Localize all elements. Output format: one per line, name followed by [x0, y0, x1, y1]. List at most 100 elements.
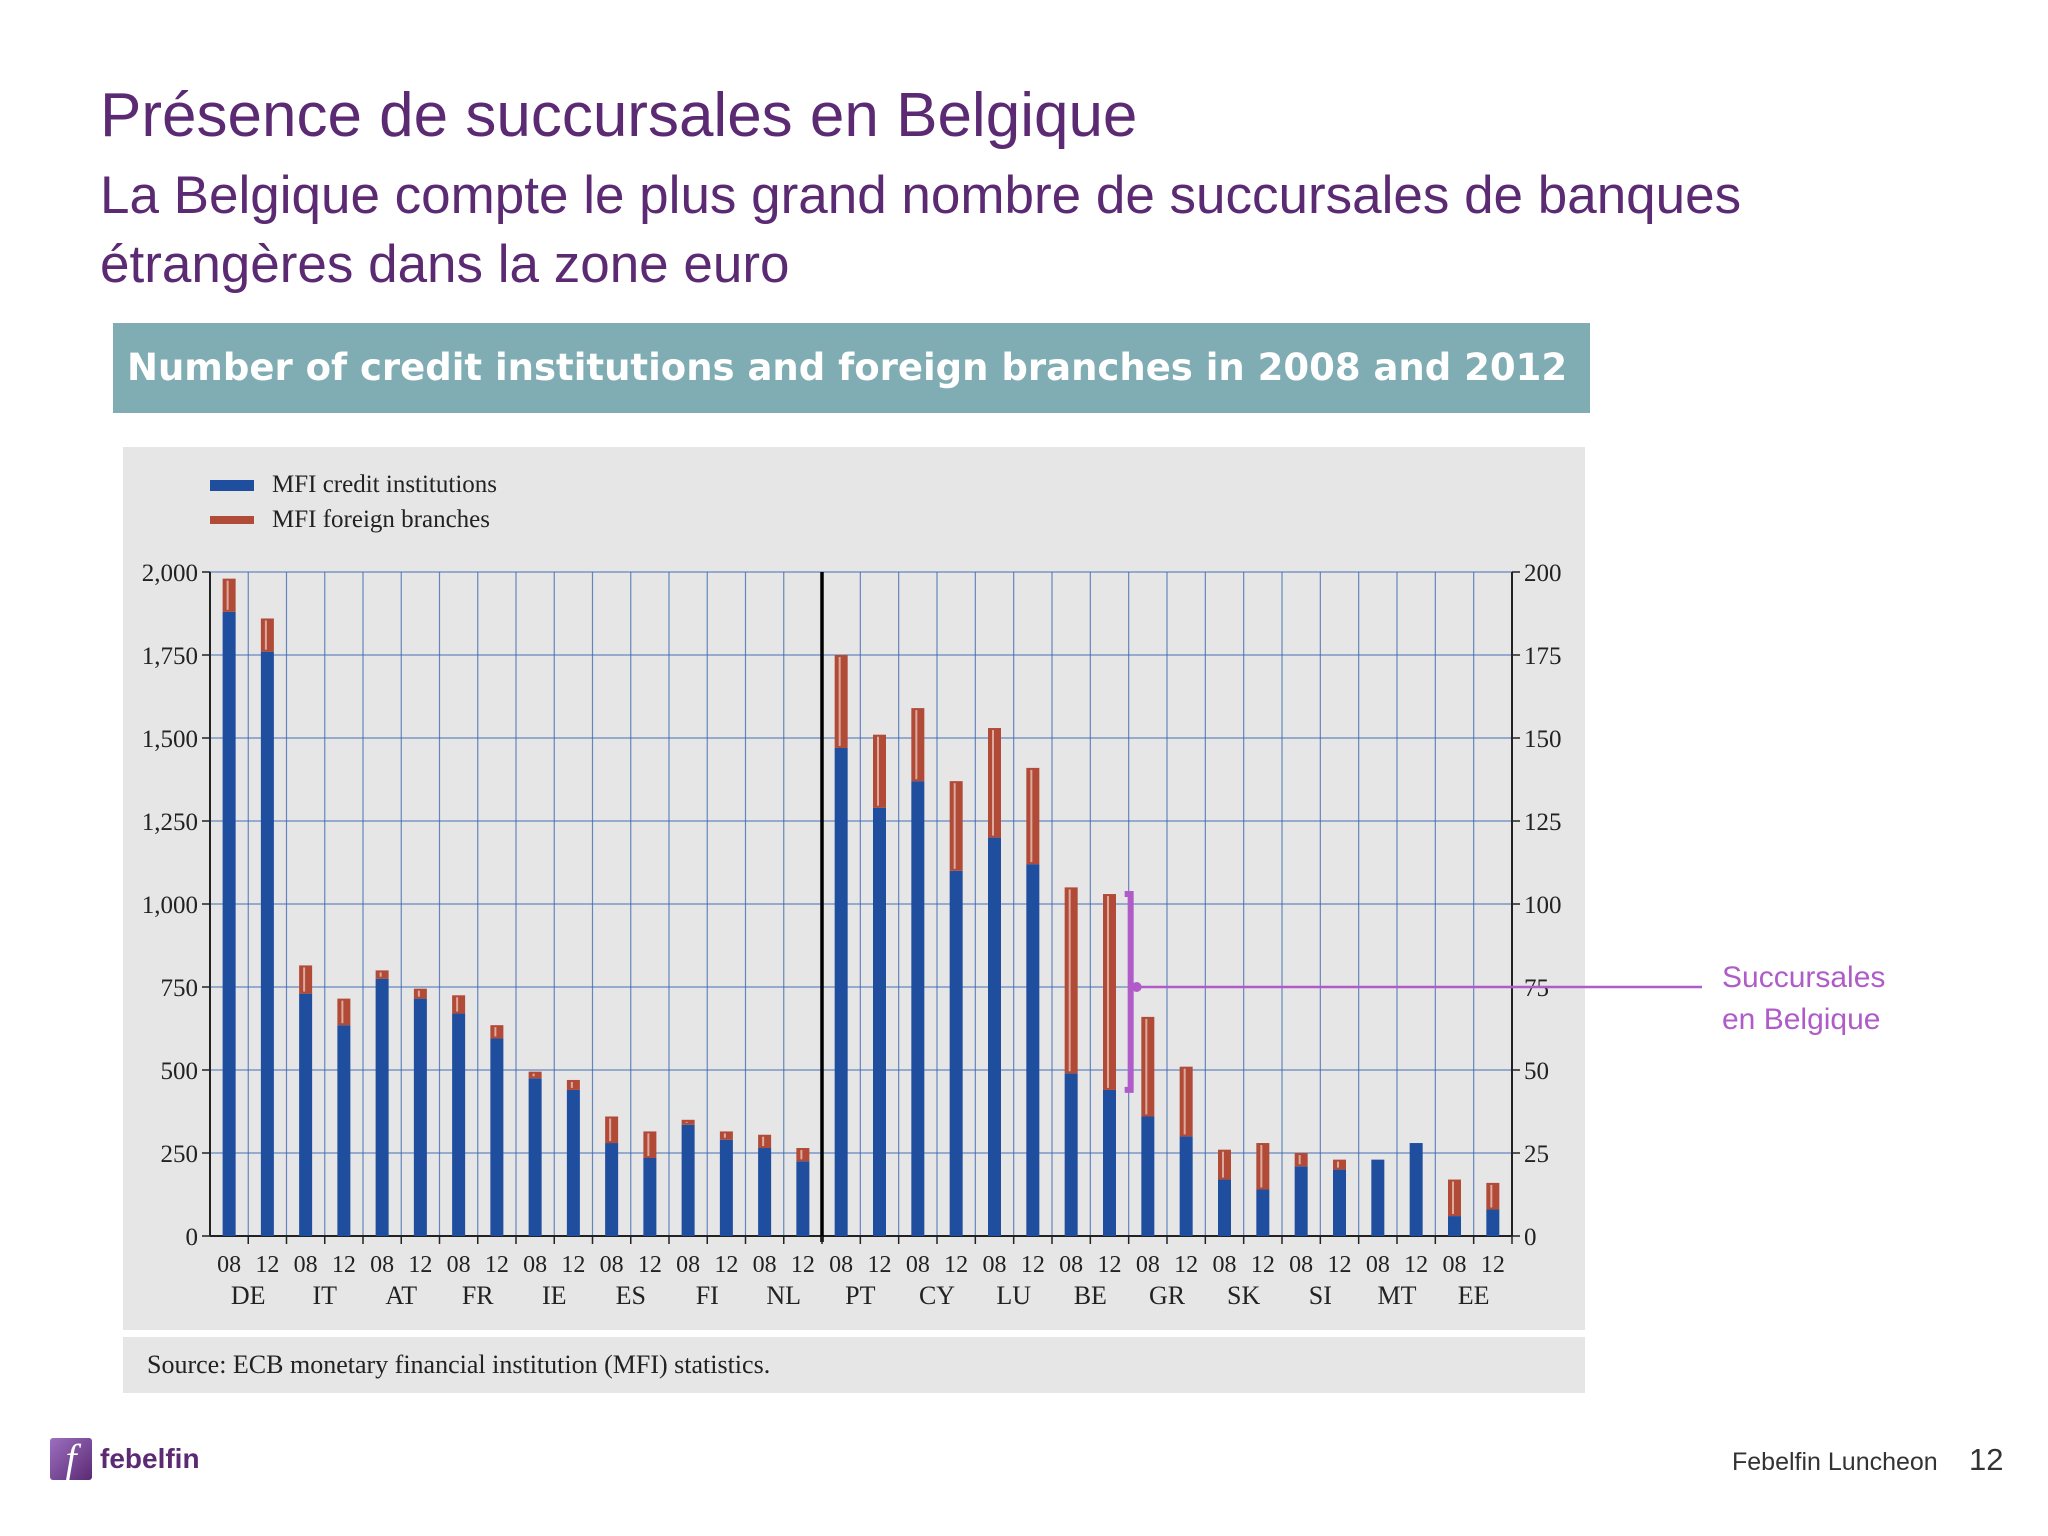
- left-axis-tick-label: 500: [161, 1058, 199, 1085]
- bar-institutions-GR-12: [1179, 1136, 1193, 1236]
- bar-branches-highlight: [723, 1133, 726, 1138]
- bar-branches-AT-12: [413, 988, 427, 999]
- x-tick-year-label: 12: [1098, 1252, 1122, 1278]
- bar-branches-SI-08: [1294, 1153, 1308, 1167]
- bar-branches-highlight: [915, 710, 918, 780]
- bar-institutions-DE-08: [222, 611, 236, 1236]
- bar-branches-SK-08: [1218, 1149, 1231, 1180]
- bar-branches-highlight: [1222, 1151, 1224, 1178]
- febelfin-logo: f febelfin: [50, 1436, 200, 1482]
- x-tick-country-label: GR: [1149, 1281, 1186, 1310]
- x-tick-country-label: SI: [1309, 1281, 1332, 1310]
- footer-label: Febelfin Luncheon: [1732, 1448, 1938, 1476]
- x-tick-year-label: 12: [485, 1252, 509, 1278]
- bar-institutions-ES-12: [643, 1157, 657, 1236]
- x-tick-year-label: 08: [1366, 1252, 1390, 1278]
- bar-institutions-DE-12: [260, 651, 274, 1236]
- legend-swatch-institutions: [210, 480, 254, 491]
- chart-title-banner: Number of credit institutions and foreig…: [113, 323, 1590, 413]
- x-tick-year-label: 12: [1481, 1252, 1505, 1278]
- bar-branches-DE-12: [260, 618, 274, 652]
- bar-institutions-SI-08: [1294, 1166, 1308, 1236]
- bar-branches-highlight: [303, 967, 306, 992]
- slide-title: Présence de succursales en Belgique: [100, 81, 1138, 150]
- bar-institutions-NL-12: [796, 1161, 810, 1236]
- bar-branches-IT-12: [337, 998, 351, 1026]
- x-tick-year-label: 08: [676, 1252, 700, 1278]
- bar-branches-SI-12: [1333, 1159, 1346, 1170]
- left-axis-tick-label: 2,000: [142, 560, 198, 587]
- bar-institutions-EE-08: [1448, 1216, 1461, 1236]
- bar-branches-BE-12: [1103, 894, 1116, 1090]
- x-tick-country-label: PT: [845, 1281, 875, 1310]
- bar-branches-highlight: [417, 990, 420, 997]
- x-tick-country-label: EE: [1458, 1281, 1490, 1310]
- left-axis-tick-label: 750: [161, 975, 199, 1002]
- legend-swatch-branches: [210, 516, 254, 524]
- x-tick-country-label: IE: [542, 1281, 567, 1310]
- bar-branches-IT-08: [299, 965, 313, 994]
- bar-branches-PT-08: [834, 655, 848, 748]
- bar-branches-FI-08: [681, 1119, 695, 1125]
- x-tick-country-label: BE: [1074, 1281, 1107, 1310]
- bar-branches-LU-12: [1026, 767, 1040, 865]
- x-tick-country-label: NL: [766, 1281, 801, 1310]
- x-tick-year-label: 08: [600, 1252, 624, 1278]
- x-tick-year-label: 08: [1443, 1252, 1467, 1278]
- bar-branches-FR-08: [452, 995, 466, 1014]
- bar-institutions-LU-08: [988, 837, 1001, 1236]
- bar-branches-highlight: [1260, 1145, 1263, 1188]
- bar-institutions-FR-08: [452, 1013, 466, 1236]
- x-tick-year-label: 12: [1251, 1252, 1275, 1278]
- bar-branches-highlight: [341, 1000, 344, 1024]
- x-tick-year-label: 08: [1213, 1252, 1237, 1278]
- x-tick-country-label: DE: [231, 1281, 266, 1310]
- bar-branches-BE-08: [1064, 887, 1078, 1074]
- bar-branches-highlight: [1145, 1018, 1148, 1115]
- slide-subtitle: La Belgique compte le plus grand nombre …: [100, 166, 1742, 294]
- bar-branches-highlight: [1337, 1161, 1339, 1168]
- bar-institutions-SK-08: [1218, 1179, 1231, 1236]
- bar-branches-highlight: [226, 580, 229, 610]
- bar-institutions-BE-12: [1103, 1089, 1116, 1236]
- bar-institutions-PT-08: [834, 747, 848, 1236]
- chart-source: Source: ECB monetary financial instituti…: [123, 1337, 1585, 1393]
- x-tick-year-label: 08: [906, 1252, 930, 1278]
- bar-institutions-CY-12: [949, 870, 963, 1236]
- x-tick-country-label: FI: [696, 1281, 719, 1310]
- bar-branches-highlight: [456, 997, 459, 1012]
- x-tick-year-label: 08: [370, 1252, 394, 1278]
- bar-branches-GR-08: [1141, 1016, 1155, 1117]
- bar-branches-highlight: [762, 1136, 765, 1147]
- right-axis-tick-label: 150: [1524, 726, 1562, 753]
- bar-branches-EE-12: [1486, 1182, 1500, 1210]
- bar-branches-highlight: [877, 736, 879, 806]
- bar-institutions-MT-12: [1409, 1143, 1423, 1236]
- x-tick-year-label: 08: [983, 1252, 1007, 1278]
- bar-branches-PT-12: [873, 734, 886, 808]
- bar-branches-LU-08: [988, 728, 1001, 838]
- bar-branches-EE-08: [1448, 1179, 1461, 1217]
- bar-branches-NL-08: [758, 1134, 772, 1149]
- bar-branches-FI-12: [719, 1131, 733, 1140]
- x-tick-year-label: 08: [294, 1252, 318, 1278]
- bar-branches-SK-12: [1256, 1143, 1270, 1190]
- bar-branches-NL-12: [796, 1148, 810, 1162]
- bar-branches-highlight: [1183, 1068, 1186, 1135]
- bar-institutions-AT-12: [413, 998, 427, 1236]
- x-tick-country-label: IT: [312, 1281, 337, 1310]
- left-axis-tick-label: 1,250: [142, 809, 198, 836]
- x-tick-year-label: 12: [944, 1252, 968, 1278]
- bar-branches-highlight: [992, 730, 994, 836]
- bar-branches-CY-12: [949, 781, 963, 871]
- bar-branches-DE-08: [222, 578, 236, 612]
- bar-branches-highlight: [838, 657, 841, 746]
- bar-branches-IE-12: [566, 1079, 580, 1090]
- left-axis-tick-label: 250: [161, 1141, 199, 1168]
- x-tick-year-label: 12: [1404, 1252, 1428, 1278]
- right-axis-tick-label: 125: [1524, 809, 1562, 836]
- right-axis-tick-label: 75: [1524, 975, 1549, 1002]
- bar-branches-highlight: [647, 1133, 650, 1156]
- bar-branches-IE-08: [528, 1071, 542, 1079]
